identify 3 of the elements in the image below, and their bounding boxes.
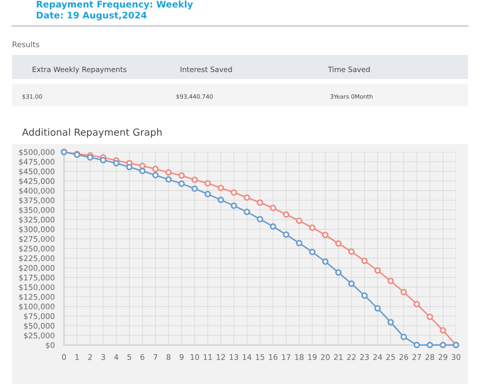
text: Repayment Frequency: Weekly: [36, 0, 193, 10]
text: Date: 19 August,2024: [36, 12, 147, 20]
chart-title: Additional Repayment Graph: [22, 128, 162, 138]
